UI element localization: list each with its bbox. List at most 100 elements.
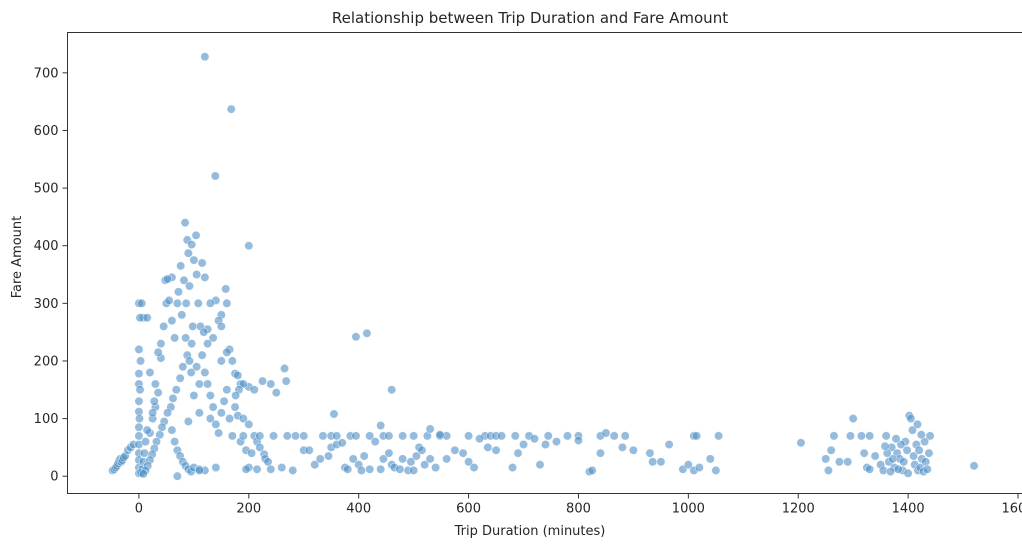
data-point bbox=[351, 431, 361, 441]
data-point bbox=[193, 298, 203, 308]
data-point bbox=[134, 422, 144, 432]
data-point bbox=[178, 362, 188, 372]
data-point bbox=[510, 431, 520, 441]
data-point bbox=[194, 379, 204, 389]
data-point bbox=[172, 298, 182, 308]
data-point bbox=[216, 321, 226, 331]
data-point bbox=[409, 465, 419, 475]
data-point bbox=[200, 367, 210, 377]
data-point bbox=[683, 460, 693, 470]
data-point bbox=[231, 391, 241, 401]
data-point bbox=[387, 385, 397, 395]
data-point bbox=[230, 402, 240, 412]
data-point bbox=[241, 464, 251, 474]
data-point bbox=[475, 434, 485, 444]
data-point bbox=[189, 255, 199, 265]
data-point bbox=[159, 321, 169, 331]
data-point bbox=[162, 408, 172, 418]
data-point bbox=[343, 464, 353, 474]
data-point bbox=[843, 457, 853, 467]
data-point bbox=[214, 428, 224, 438]
x-axis-label: Trip Duration (minutes) bbox=[454, 524, 606, 539]
data-point bbox=[168, 393, 178, 403]
x-tick-label: 1200 bbox=[782, 502, 815, 517]
data-point bbox=[384, 431, 394, 441]
data-point bbox=[173, 287, 183, 297]
data-point bbox=[282, 431, 292, 441]
data-point bbox=[142, 313, 152, 323]
data-point bbox=[299, 431, 309, 441]
data-point bbox=[398, 454, 408, 464]
data-point bbox=[175, 373, 185, 383]
data-point bbox=[205, 391, 215, 401]
data-point bbox=[225, 414, 235, 424]
data-point bbox=[601, 428, 611, 438]
y-tick-label: 600 bbox=[34, 124, 59, 139]
data-point bbox=[356, 465, 366, 475]
data-point bbox=[157, 422, 167, 432]
data-point bbox=[135, 385, 145, 395]
data-point bbox=[244, 419, 254, 429]
data-point bbox=[595, 448, 605, 458]
data-point bbox=[376, 421, 386, 431]
data-point bbox=[271, 388, 281, 398]
data-point bbox=[464, 457, 474, 467]
data-point bbox=[491, 445, 501, 455]
x-tick-label: 1000 bbox=[672, 502, 705, 517]
data-point bbox=[425, 454, 435, 464]
data-point bbox=[134, 369, 144, 379]
data-point bbox=[167, 316, 177, 326]
data-point bbox=[893, 464, 903, 474]
axis-ticks: 0 200 400 600 800 1000 1200 1400 1600 0 100 200 300 4… bbox=[34, 66, 1022, 516]
data-point bbox=[203, 379, 213, 389]
data-point bbox=[226, 104, 236, 114]
data-point bbox=[886, 467, 896, 477]
data-point bbox=[153, 347, 163, 357]
data-point bbox=[216, 356, 226, 366]
data-point bbox=[258, 376, 268, 386]
data-point bbox=[562, 431, 572, 441]
x-tick-label: 200 bbox=[236, 502, 261, 517]
data-point bbox=[442, 454, 452, 464]
data-point bbox=[351, 332, 361, 342]
data-point bbox=[134, 344, 144, 354]
y-axis-label-group: Fare Amount bbox=[10, 216, 25, 299]
data-point bbox=[880, 441, 890, 451]
data-point bbox=[694, 463, 704, 473]
data-point bbox=[497, 431, 507, 441]
data-point bbox=[210, 171, 220, 181]
data-point bbox=[609, 431, 619, 441]
x-tick-label: 0 bbox=[135, 502, 143, 517]
data-point bbox=[288, 465, 298, 475]
data-point bbox=[483, 442, 493, 452]
data-point bbox=[197, 258, 207, 268]
data-points bbox=[108, 52, 979, 481]
data-point bbox=[255, 442, 265, 452]
data-point bbox=[922, 464, 932, 474]
data-point bbox=[711, 465, 721, 475]
data-point bbox=[458, 448, 468, 458]
data-point bbox=[134, 396, 144, 406]
data-point bbox=[200, 272, 210, 282]
data-point bbox=[395, 464, 405, 474]
data-point bbox=[142, 425, 152, 435]
data-point bbox=[138, 469, 148, 479]
data-point bbox=[170, 333, 180, 343]
data-point bbox=[263, 457, 273, 467]
data-point bbox=[137, 298, 147, 308]
data-point bbox=[384, 448, 394, 458]
data-point bbox=[656, 457, 666, 467]
data-point bbox=[888, 454, 898, 464]
data-point bbox=[376, 464, 386, 474]
data-point bbox=[365, 431, 375, 441]
data-point bbox=[406, 457, 416, 467]
plot-frame bbox=[67, 32, 1022, 494]
data-point bbox=[902, 445, 912, 455]
data-point bbox=[323, 451, 333, 461]
data-point bbox=[845, 431, 855, 441]
data-point bbox=[180, 218, 190, 228]
data-point bbox=[648, 457, 658, 467]
data-point bbox=[197, 350, 207, 360]
data-point bbox=[417, 445, 427, 455]
data-point bbox=[924, 448, 934, 458]
